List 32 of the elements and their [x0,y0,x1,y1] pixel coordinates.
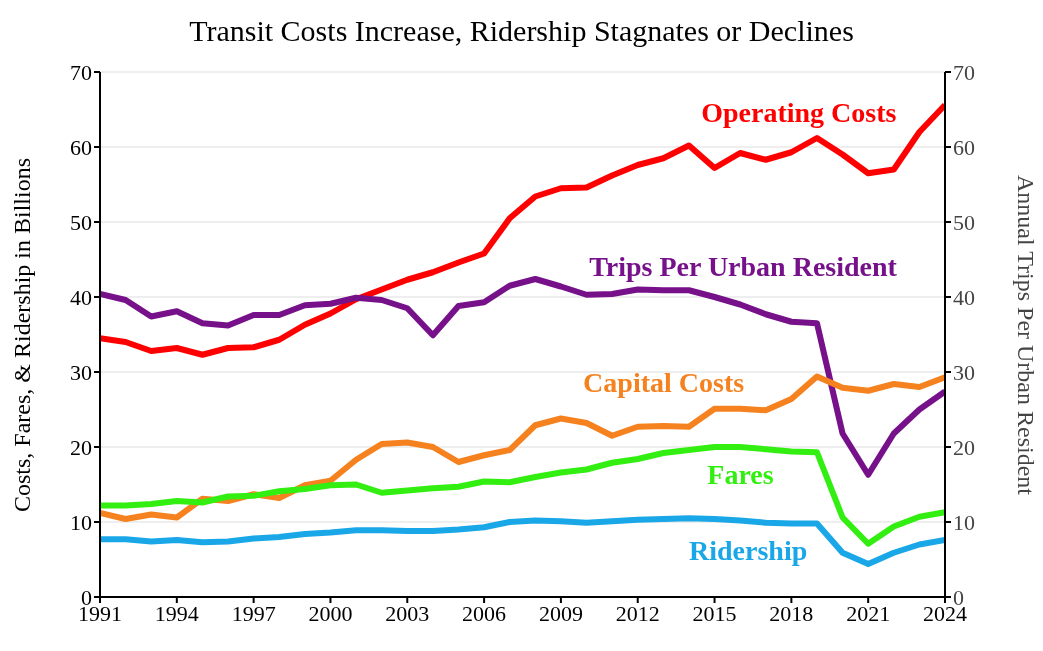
series-label: Operating Costs [701,97,897,130]
chart-title: Transit Costs Increase, Ridership Stagnates or Declines [188,14,855,48]
y2-tick-label: 60 [953,134,975,160]
x-tick-label: 2000 [308,600,353,626]
x-tick-label: 2012 [615,600,660,626]
x-tick-label: 2021 [846,600,891,626]
y-tick-label: 70 [70,59,92,85]
y-axis-title: Costs, Fares, & Ridership in Billions [8,157,36,512]
y2-tick-label: 10 [953,509,975,535]
y2-tick-label: 70 [953,59,975,85]
y-tick-label: 20 [70,434,92,460]
y-tick-label: 50 [70,209,92,235]
x-tick-label: 2018 [769,600,814,626]
y2-axis-title: Annual Trips Per Urban Resident [1011,174,1039,495]
series-label: Trips Per Urban Resident [589,250,897,283]
y2-tick-label: 40 [953,284,975,310]
y2-tick-label: 50 [953,209,975,235]
x-tick-label: 2006 [462,600,507,626]
series-label: Ridership [688,535,808,568]
y2-tick-label: 30 [953,359,975,385]
x-tick-label: 2015 [692,600,737,626]
series-label: Capital Costs [583,367,745,400]
y-tick-label: 10 [70,509,92,535]
y2-tick-label: 20 [953,434,975,460]
x-tick-label: 1994 [154,600,199,626]
y-tick-label: 40 [70,284,92,310]
x-tick-label: 1997 [231,600,276,626]
x-tick-label: 2003 [385,600,430,626]
y-tick-label: 30 [70,359,92,385]
series-label: Fares [707,458,774,491]
x-tick-label: 2009 [538,600,583,626]
y-tick-label: 60 [70,134,92,160]
